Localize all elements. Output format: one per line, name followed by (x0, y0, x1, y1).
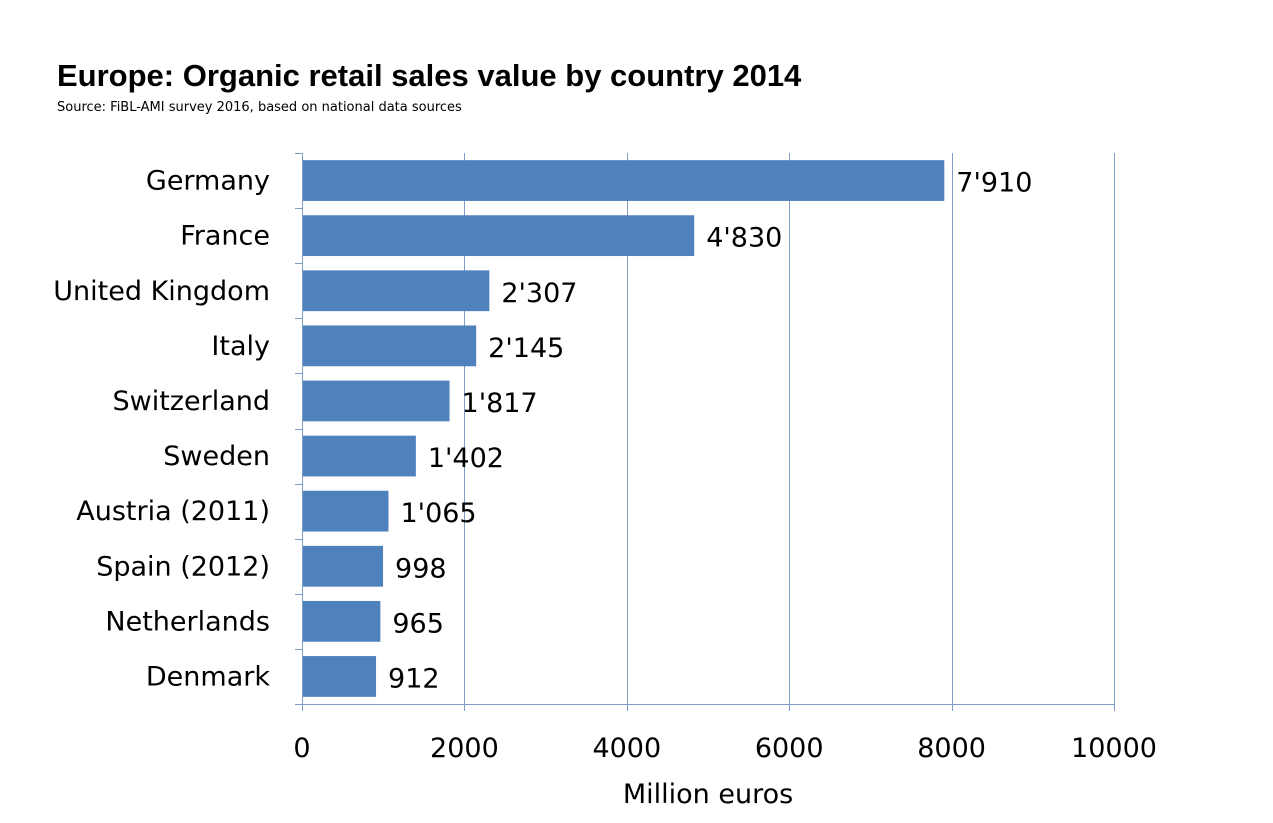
value-label: 1'817 (462, 388, 538, 419)
category-label: Austria (2011) (76, 496, 270, 527)
category-label: Netherlands (105, 606, 270, 637)
value-label: 4'830 (706, 223, 782, 254)
bar (303, 325, 477, 367)
value-label: 965 (392, 608, 444, 639)
value-label: 998 (395, 553, 447, 584)
category-label: Switzerland (113, 386, 271, 417)
value-label: 912 (388, 663, 440, 694)
value-label: 1'402 (428, 443, 504, 474)
bar (303, 545, 384, 587)
category-label: United Kingdom (53, 276, 270, 307)
bars (303, 160, 945, 697)
axes (295, 153, 1115, 711)
value-label: 1'065 (400, 498, 476, 529)
value-label: 2'307 (501, 278, 577, 309)
bar (303, 435, 416, 477)
bar (303, 656, 377, 697)
bar (303, 215, 695, 257)
category-label: Spain (2012) (96, 551, 270, 582)
x-tick-label: 10000 (1071, 733, 1157, 764)
value-label: 7'910 (956, 168, 1032, 199)
bar (303, 270, 490, 312)
x-axis-title: Million euros (623, 779, 793, 810)
x-tick-label: 6000 (755, 733, 824, 764)
bar (303, 490, 389, 532)
category-label: France (180, 221, 270, 252)
x-tick-label: 4000 (592, 733, 661, 764)
category-label: Germany (146, 166, 270, 197)
bar (303, 160, 945, 201)
x-tick-label: 2000 (430, 733, 499, 764)
labels: 0 2000 4000 6000 8000 10000 Germany 7'910 France… (53, 166, 1157, 764)
bar (303, 380, 450, 422)
category-label: Sweden (163, 441, 270, 472)
chart-title: Europe: Organic retail sales value by co… (57, 58, 802, 93)
x-tick-label: 0 (293, 733, 310, 764)
value-label: 2'145 (488, 333, 564, 364)
chart-subtitle: Source: FiBL-AMI survey 2016, based on n… (57, 100, 462, 115)
category-label: Italy (211, 331, 270, 362)
category-label: Denmark (146, 661, 270, 692)
x-tick-label: 8000 (917, 733, 986, 764)
bar (303, 600, 381, 642)
